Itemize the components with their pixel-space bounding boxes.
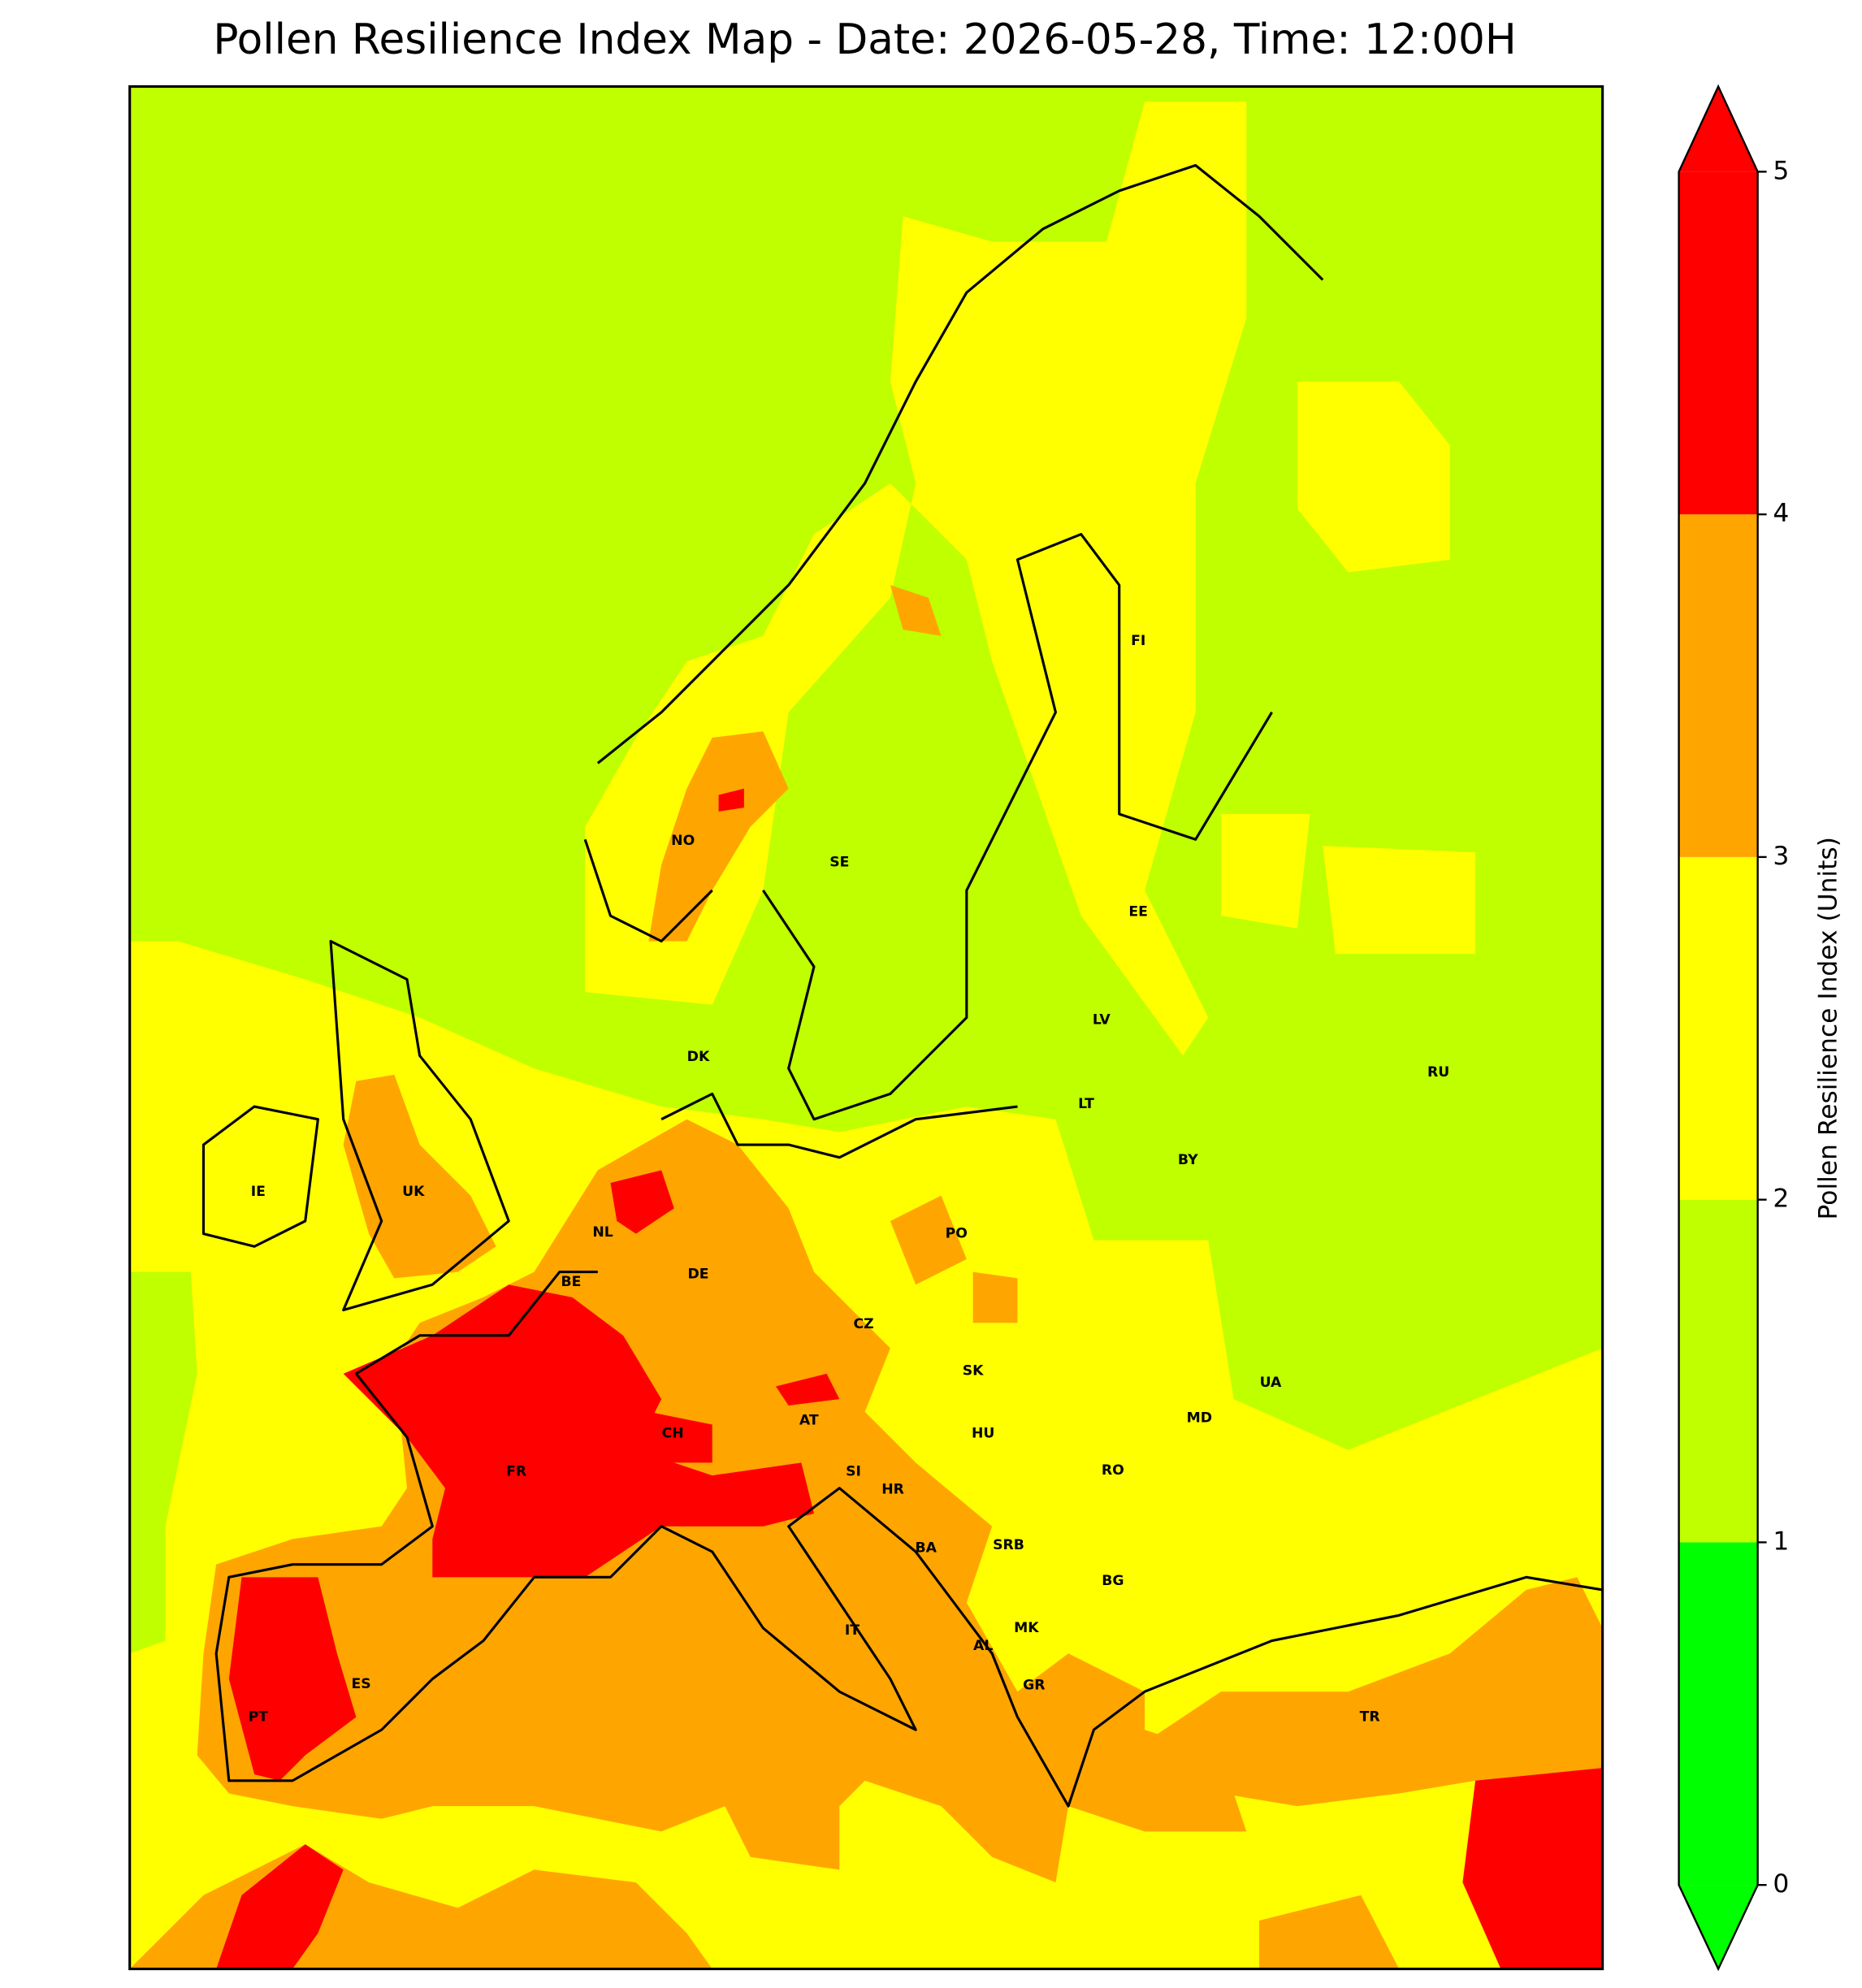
country-label: UA bbox=[1260, 1375, 1282, 1391]
region bbox=[890, 585, 1018, 1323]
country-label: BY bbox=[1178, 1152, 1198, 1168]
country-label: GR bbox=[1023, 1677, 1045, 1693]
country-label: PO bbox=[946, 1226, 968, 1242]
country-label: SE bbox=[829, 854, 849, 870]
colorbar-tick-label: 4 bbox=[1773, 499, 1789, 528]
colorbar-segment bbox=[1678, 1199, 1758, 1543]
country-label: HU bbox=[972, 1425, 994, 1441]
country-label: BE bbox=[561, 1274, 581, 1290]
country-label: AT bbox=[799, 1413, 819, 1429]
colorbar-tick-label: 0 bbox=[1773, 1869, 1789, 1899]
colorbar-tick-label: 5 bbox=[1773, 156, 1789, 185]
region bbox=[648, 731, 789, 942]
country-label: HR bbox=[881, 1481, 904, 1497]
colorbar-extend-over bbox=[1678, 86, 1758, 172]
colorbar-segment bbox=[1678, 514, 1758, 857]
country-label: RO bbox=[1102, 1462, 1124, 1479]
country-label: CH bbox=[662, 1425, 684, 1441]
colorbar-extend-under bbox=[1678, 1885, 1758, 1969]
country-label: CZ bbox=[853, 1316, 873, 1332]
country-label: LT bbox=[1078, 1096, 1094, 1112]
country-label: IT bbox=[845, 1622, 860, 1639]
colorbar: 0 1 2 3 4 5 Pollen Resilience Index (Units) bbox=[1678, 84, 1843, 1972]
country-label: SK bbox=[963, 1363, 984, 1379]
coastline bbox=[201, 163, 1603, 1808]
country-label: DK bbox=[687, 1049, 710, 1065]
country-label: ES bbox=[352, 1676, 371, 1692]
region bbox=[623, 1373, 840, 1463]
country-label: RU bbox=[1427, 1064, 1449, 1081]
map-frame bbox=[128, 84, 1604, 1971]
colorbar-tick-label: 3 bbox=[1773, 842, 1789, 871]
country-label: SI bbox=[846, 1463, 861, 1479]
country-label: NL bbox=[592, 1224, 613, 1241]
country-label: MK bbox=[1014, 1620, 1039, 1636]
country-label: BG bbox=[1102, 1573, 1124, 1589]
country-label: AL bbox=[973, 1638, 993, 1654]
country-label: TR bbox=[1360, 1709, 1380, 1726]
region bbox=[610, 788, 744, 1234]
country-label: SRB bbox=[993, 1537, 1024, 1553]
colorbar-tick-label: 1 bbox=[1773, 1527, 1789, 1556]
region bbox=[228, 1577, 357, 1781]
colorbar-segment bbox=[1678, 171, 1758, 515]
country-label: FI bbox=[1131, 633, 1145, 649]
region bbox=[129, 1271, 197, 1654]
region bbox=[343, 1074, 496, 1279]
country-label: LV bbox=[1093, 1012, 1111, 1029]
country-label: IE bbox=[251, 1184, 266, 1200]
country-label: DE bbox=[687, 1267, 708, 1283]
country-label: EE bbox=[1128, 904, 1148, 920]
country-labels: NO SE FI EE LV LT DK RU BY IE UK NL PO DE BE CZ SK UA AT MD… bbox=[249, 633, 1450, 1725]
colorbar-tick-label: 2 bbox=[1773, 1185, 1789, 1214]
country-label: FR bbox=[506, 1463, 526, 1479]
colorbar-label: Pollen Resilience Index (Units) bbox=[1814, 837, 1843, 1219]
map-field bbox=[129, 86, 1603, 1969]
colorbar-segment bbox=[1678, 856, 1758, 1200]
country-label: MD bbox=[1187, 1410, 1212, 1427]
country-label: PT bbox=[249, 1709, 269, 1726]
colorbar-segment bbox=[1678, 1542, 1758, 1886]
country-label: UK bbox=[402, 1184, 425, 1200]
region bbox=[343, 1284, 814, 1578]
region bbox=[129, 1844, 1400, 1969]
title: Pollen Resilience Index Map - Date: 2026… bbox=[213, 15, 1516, 64]
country-label: NO bbox=[671, 833, 695, 849]
region bbox=[1145, 1577, 1603, 1807]
country-label: BA bbox=[916, 1540, 937, 1556]
region bbox=[1220, 381, 1476, 955]
